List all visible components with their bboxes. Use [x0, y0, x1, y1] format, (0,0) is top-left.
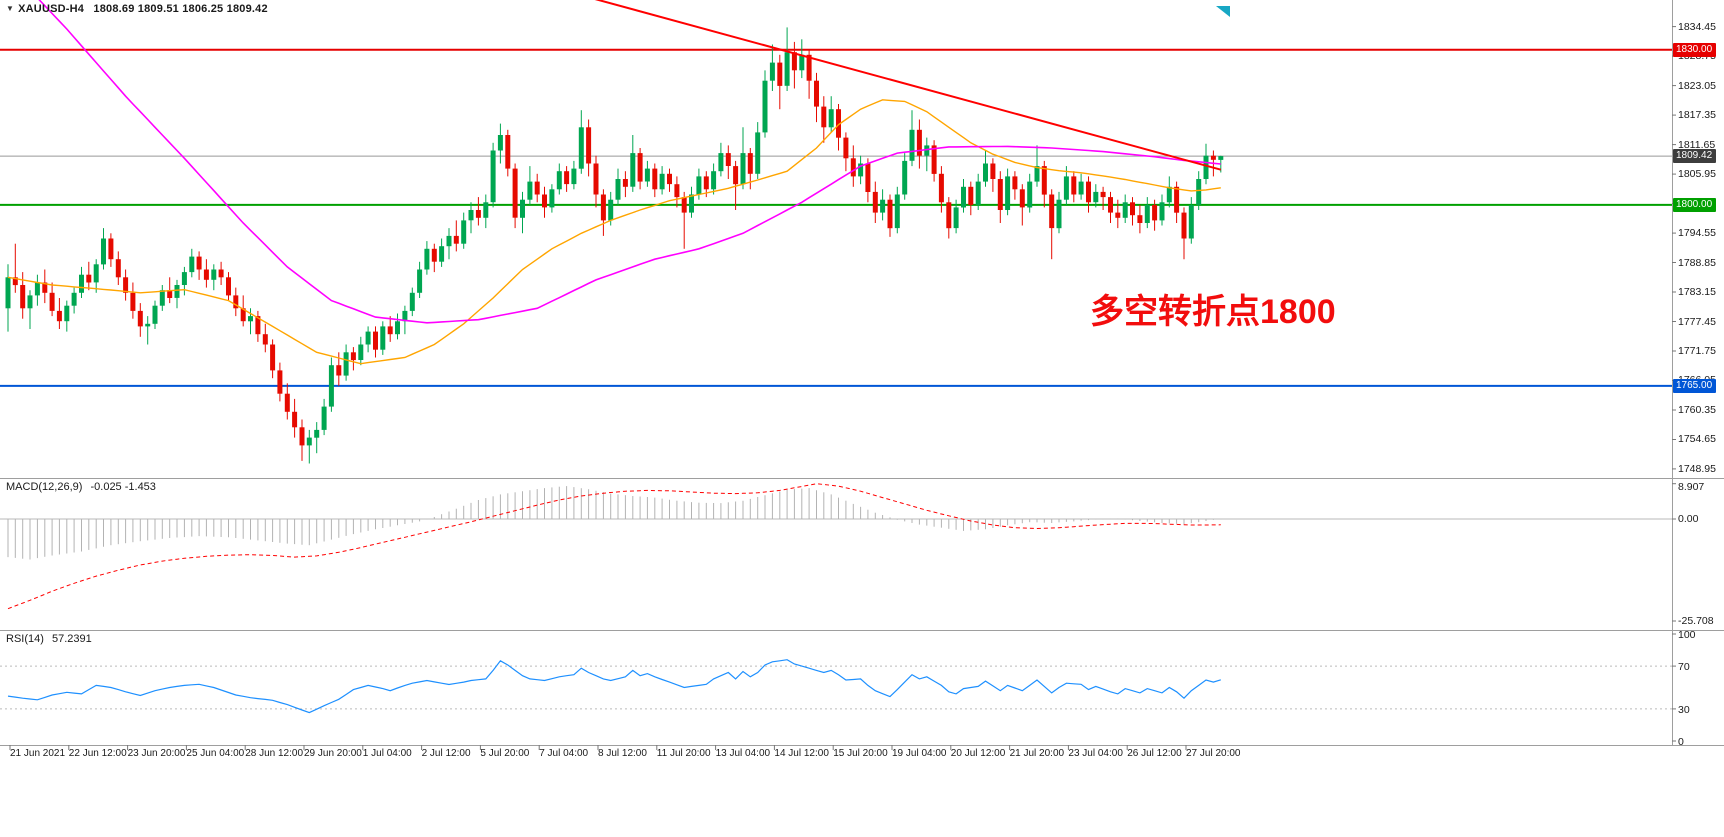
time-axis-label: 14 Jul 12:00	[774, 748, 829, 759]
horizontal-level-lines[interactable]	[0, 48, 1672, 387]
symbol-timeframe-label: XAUUSD-H4	[18, 3, 85, 15]
rsi-axis-label: 100	[1678, 629, 1696, 641]
price-level-tag: 1830.00	[1673, 42, 1717, 57]
rsi-value: 57.2391	[51, 633, 92, 645]
time-axis-label: 21 Jun 2021	[10, 748, 66, 759]
macd-indicator-label: MACD(12,26,9) -0.025 -1.453	[6, 481, 156, 493]
time-axis-label: 27 Jul 20:00	[1186, 748, 1241, 759]
price-axis-label: 1777.45	[1678, 315, 1716, 328]
chart-annotation-text: 多空转折点1800	[1090, 293, 1336, 331]
price-level-tag: 1800.00	[1673, 197, 1717, 212]
time-axis-label: 2 Jul 12:00	[421, 748, 471, 759]
panel-separators[interactable]	[0, 0, 1724, 746]
chart-header: ▼ XAUUSD-H4 1808.69 1809.51 1806.25 1809.…	[6, 3, 268, 15]
candles-layer	[5, 27, 1224, 464]
time-axis-label: 13 Jul 04:00	[715, 748, 771, 759]
time-axis-label: 8 Jul 12:00	[598, 748, 647, 759]
rsi-axis-label: 70	[1678, 661, 1690, 674]
macd-axis-label: 0.00	[1678, 513, 1699, 525]
time-axis-label: 7 Jul 04:00	[539, 748, 589, 759]
price-axis-label: 1788.85	[1678, 256, 1716, 269]
axis-ticks	[9, 26, 1676, 750]
price-axis-label: 1794.55	[1678, 227, 1716, 240]
time-axis-label: 1 Jul 04:00	[362, 748, 412, 759]
rsi-axis-label: 0	[1678, 736, 1684, 748]
macd-signal-line	[7, 483, 1221, 610]
rsi-indicator-label: RSI(14) 57.2391	[6, 633, 92, 645]
symbol-dropdown-arrow-icon[interactable]: ▼	[6, 4, 15, 13]
rsi-axis-label: 30	[1678, 703, 1690, 716]
time-axis-label: 23 Jul 04:00	[1068, 748, 1123, 759]
time-axis-label: 5 Jul 20:00	[480, 748, 530, 759]
descending-trendline[interactable]	[581, 0, 1222, 171]
price-axis-label: 1805.95	[1678, 168, 1716, 181]
time-axis-label: 28 Jun 12:00	[245, 748, 304, 759]
price-axis-label: 1817.35	[1678, 109, 1716, 122]
macd-name: MACD(12,26,9)	[6, 481, 83, 493]
time-axis-label: 29 Jun 20:00	[304, 748, 362, 759]
price-axis-label: 1760.35	[1678, 403, 1716, 416]
time-axis-label: 19 Jul 04:00	[892, 748, 947, 759]
macd-axis-label: -25.708	[1678, 615, 1714, 627]
time-axis-label: 20 Jul 12:00	[950, 748, 1006, 759]
chart-canvas[interactable]	[0, 0, 1724, 765]
ohlc-values: 1808.69 1809.51 1806.25 1809.42	[93, 3, 268, 15]
macd-values: -0.025 -1.453	[90, 481, 156, 493]
price-axis-label: 1823.05	[1678, 79, 1716, 92]
price-axis-label: 1834.45	[1678, 20, 1716, 33]
time-axis-label: 21 Jul 20:00	[1009, 748, 1065, 759]
ma-slow-line	[38, 0, 1221, 324]
rsi-name: RSI(14)	[6, 633, 44, 645]
time-axis-label: 23 Jun 20:00	[127, 748, 186, 759]
price-level-tag: 1765.00	[1673, 378, 1717, 393]
price-axis-label: 1771.75	[1678, 344, 1716, 357]
time-axis-label: 11 Jul 20:00	[656, 748, 711, 759]
rsi-line	[7, 659, 1221, 714]
chart-shift-marker-icon	[1216, 6, 1230, 17]
price-axis-label: 1754.65	[1678, 433, 1716, 446]
time-axis-label: 22 Jun 12:00	[68, 748, 127, 759]
time-axis-label: 15 Jul 20:00	[833, 748, 888, 759]
price-axis-label: 1783.15	[1678, 286, 1716, 299]
time-axis-label: 25 Jun 04:00	[186, 748, 245, 759]
ma-fast-line	[7, 99, 1221, 365]
macd-axis-label: 8.907	[1678, 481, 1705, 493]
macd-histogram	[7, 486, 1222, 560]
price-axis-label: 1811.65	[1678, 138, 1716, 151]
current-price-tag: 1809.42	[1673, 149, 1717, 164]
time-axis-label: 26 Jul 12:00	[1127, 748, 1182, 759]
bottom-margin	[0, 765, 1724, 837]
price-axis-label: 1748.95	[1678, 462, 1716, 475]
